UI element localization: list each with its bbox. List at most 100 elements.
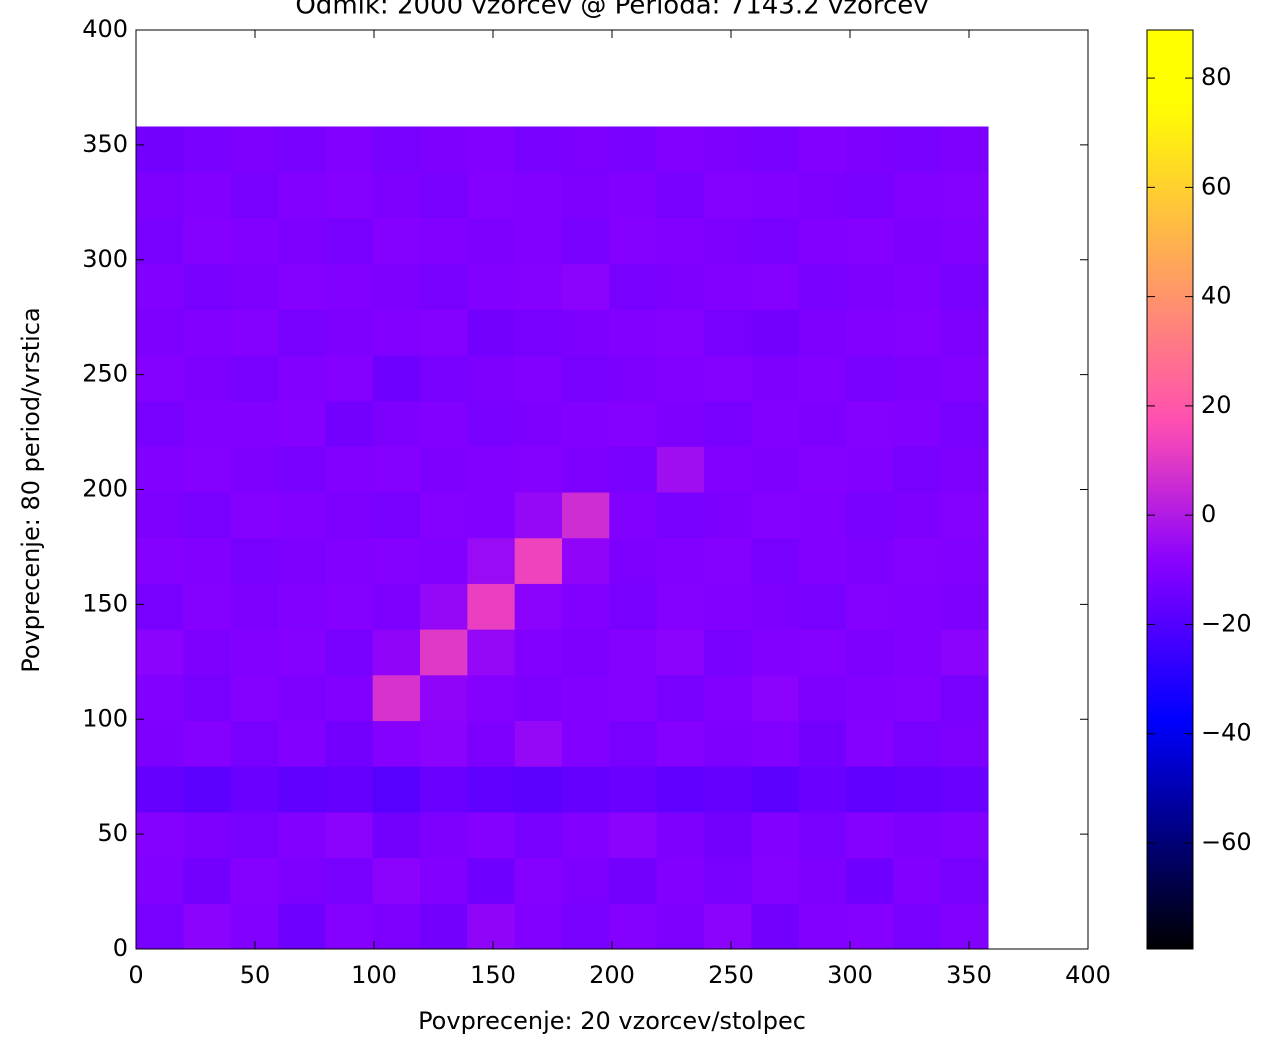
heatmap-cell bbox=[420, 172, 468, 219]
heatmap-cell bbox=[467, 446, 516, 493]
heatmap-cell bbox=[798, 217, 847, 265]
heatmap-cell bbox=[183, 583, 232, 630]
heatmap-cell bbox=[230, 263, 279, 310]
heatmap-cell bbox=[136, 492, 184, 539]
y-tick-label: 50 bbox=[97, 819, 128, 847]
heatmap-cell bbox=[940, 811, 989, 859]
heatmap-cell bbox=[751, 629, 800, 676]
heatmap-cell bbox=[372, 492, 421, 539]
heatmap-cell bbox=[798, 857, 847, 904]
heatmap-cell bbox=[751, 903, 800, 950]
heatmap-cell bbox=[704, 309, 752, 356]
heatmap-cell bbox=[609, 263, 658, 310]
heatmap-cell bbox=[136, 309, 184, 356]
heatmap-cell bbox=[940, 674, 989, 722]
heatmap-cell bbox=[372, 583, 421, 630]
heatmap-cell bbox=[183, 674, 232, 722]
heatmap-cell bbox=[325, 857, 374, 904]
heatmap-cell bbox=[420, 811, 468, 859]
heatmap-cell bbox=[467, 811, 516, 859]
x-tick-label: 400 bbox=[1065, 961, 1111, 989]
heatmap-cell bbox=[846, 217, 894, 265]
x-tick-label: 350 bbox=[946, 961, 992, 989]
heatmap-cell bbox=[278, 720, 326, 767]
colorbar-tick-label: −60 bbox=[1201, 828, 1252, 856]
heatmap-cell bbox=[940, 263, 989, 310]
heatmap-cell bbox=[183, 492, 232, 539]
heatmap-cell bbox=[704, 766, 752, 813]
heatmap-cell bbox=[940, 354, 989, 402]
heatmap-cell bbox=[514, 400, 563, 447]
heatmap-cell bbox=[136, 811, 184, 859]
heatmap-cell bbox=[751, 492, 800, 539]
heatmap-cell bbox=[846, 811, 894, 859]
heatmap-cell bbox=[136, 674, 184, 722]
heatmap-cell bbox=[940, 217, 989, 265]
heatmap-cell bbox=[372, 674, 421, 722]
heatmap-cell bbox=[798, 492, 847, 539]
heatmap-cell bbox=[940, 309, 989, 356]
heatmap-cell bbox=[467, 492, 516, 539]
heatmap-cell bbox=[372, 354, 421, 402]
heatmap-cell bbox=[893, 766, 942, 813]
heatmap-cell bbox=[420, 309, 468, 356]
heatmap-cell bbox=[325, 354, 374, 402]
heatmap-cell bbox=[704, 720, 752, 767]
heatmap-cell bbox=[514, 811, 563, 859]
y-tick-label: 200 bbox=[82, 475, 128, 503]
heatmap-cell bbox=[230, 766, 279, 813]
heatmap-cell bbox=[372, 903, 421, 950]
heatmap-cell bbox=[562, 400, 610, 447]
heatmap-cell bbox=[751, 583, 800, 630]
heatmap-cell bbox=[420, 492, 468, 539]
heatmap-cell bbox=[183, 126, 232, 173]
heatmap-cell bbox=[467, 263, 516, 310]
heatmap-cell bbox=[562, 492, 610, 539]
colorbar-tick-label: 60 bbox=[1201, 172, 1232, 200]
heatmap-cell bbox=[372, 217, 421, 265]
heatmap-cell bbox=[704, 857, 752, 904]
heatmap-cell bbox=[230, 172, 279, 219]
heatmap-cell bbox=[230, 720, 279, 767]
heatmap-cell bbox=[278, 172, 326, 219]
heatmap-cell bbox=[893, 446, 942, 493]
heatmap-cell bbox=[183, 172, 232, 219]
heatmap-cell bbox=[514, 492, 563, 539]
y-axis-label: Povprecenje: 80 period/vrstica bbox=[17, 307, 45, 672]
heatmap-cell bbox=[136, 629, 184, 676]
heatmap-cell bbox=[420, 720, 468, 767]
heatmap-cell bbox=[420, 400, 468, 447]
heatmap-cell bbox=[278, 217, 326, 265]
x-tick-label: 50 bbox=[240, 961, 271, 989]
y-tick-label: 100 bbox=[82, 704, 128, 732]
heatmap-cell bbox=[278, 629, 326, 676]
heatmap-cell bbox=[656, 583, 705, 630]
heatmap-cell bbox=[751, 720, 800, 767]
heatmap-cell bbox=[325, 492, 374, 539]
heatmap-cell bbox=[798, 811, 847, 859]
heatmap-cell bbox=[278, 492, 326, 539]
heatmap-cell bbox=[940, 172, 989, 219]
heatmap-cell bbox=[514, 629, 563, 676]
heatmap-cell bbox=[656, 857, 705, 904]
heatmap-cell bbox=[372, 400, 421, 447]
x-tick-label: 0 bbox=[128, 961, 143, 989]
heatmap-cell bbox=[278, 674, 326, 722]
heatmap-cell bbox=[846, 857, 894, 904]
colorbar-tick-label: 80 bbox=[1201, 63, 1232, 91]
heatmap-cell bbox=[420, 583, 468, 630]
heatmap-cell bbox=[136, 400, 184, 447]
heatmap-cell bbox=[893, 354, 942, 402]
heatmap-cell bbox=[751, 446, 800, 493]
heatmap-cell bbox=[751, 400, 800, 447]
heatmap-cell bbox=[846, 126, 894, 173]
heatmap-cell bbox=[940, 400, 989, 447]
heatmap-cell bbox=[514, 766, 563, 813]
heatmap-cell bbox=[846, 263, 894, 310]
heatmap-cell bbox=[420, 537, 468, 584]
heatmap-cell bbox=[609, 720, 658, 767]
heatmap-cell bbox=[230, 492, 279, 539]
heatmap-cell bbox=[751, 811, 800, 859]
heatmap-cell bbox=[183, 903, 232, 950]
heatmap-cell bbox=[704, 583, 752, 630]
